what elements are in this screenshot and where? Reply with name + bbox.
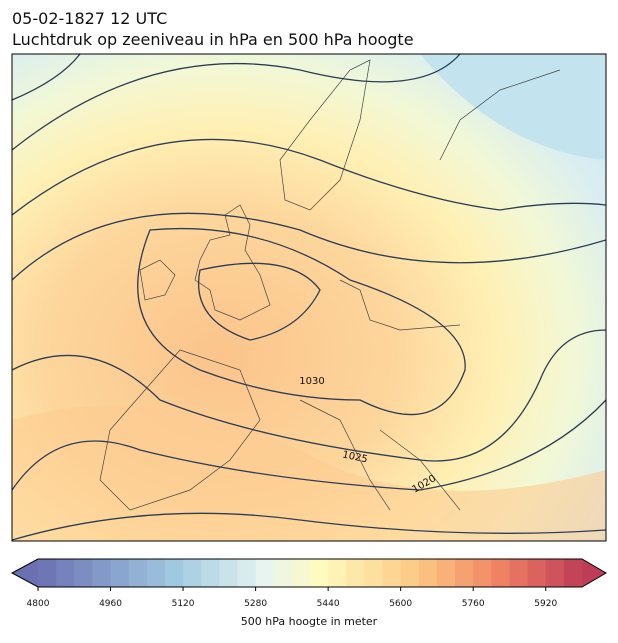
colorbar-band [56, 559, 75, 587]
date: 05-02-1827 12 UTC [12, 9, 167, 28]
colorbar-band [400, 559, 420, 587]
colorbar-band [563, 559, 583, 587]
colorbar-band [92, 559, 112, 587]
colorbar-band [128, 559, 148, 587]
colorbar-band [346, 559, 365, 587]
colorbar-band [146, 559, 166, 587]
colorbar-band [110, 559, 130, 587]
title: Luchtdruk op zeeniveau in hPa en 500 hPa… [12, 30, 414, 49]
colorbar-band [473, 559, 492, 587]
colorbar-tick-label: 5440 [317, 599, 340, 609]
colorbar-tick-label: 5920 [534, 599, 557, 609]
colorbar-extend [12, 559, 38, 587]
colorbar-band [436, 559, 456, 587]
colorbar-band [219, 559, 238, 587]
colorbar-tick-label: 4960 [99, 599, 122, 609]
colorbar-band [527, 559, 547, 587]
colorbar-band [545, 559, 565, 587]
colorbar-band [310, 559, 329, 587]
contour-label: 1030 [299, 376, 324, 387]
colorbar-band [201, 559, 220, 587]
colorbar-band [237, 559, 257, 587]
colorbar-band [491, 559, 510, 587]
colorbar-band [38, 559, 57, 587]
colorbar-label: 500 hPa hoogte in meter [241, 615, 378, 628]
colorbar-band [273, 559, 293, 587]
colorbar-band [291, 559, 311, 587]
colorbar-band [509, 559, 529, 587]
colorbar-tick-label: 5280 [244, 599, 267, 609]
contour-label: 1025 [341, 449, 368, 465]
colorbar-band [382, 559, 402, 587]
colorbar-band [164, 559, 184, 587]
map [12, 54, 606, 541]
colorbar-extend [582, 559, 606, 587]
colorbar-tick-label: 5760 [462, 599, 485, 609]
colorbar-band [328, 559, 347, 587]
colorbar-band [418, 559, 438, 587]
colorbar-tick-label: 5600 [389, 599, 412, 609]
height-band [420, 54, 606, 160]
colorbar-frame [10, 558, 607, 588]
colorbar: 4800 4960 5120 5280 5440 5600 5760 5920 [10, 558, 607, 609]
colorbar-band [364, 559, 384, 587]
colorbar-tick-label: 4800 [27, 599, 50, 609]
colorbar-band [74, 559, 93, 587]
map-frame [11, 53, 607, 542]
colorbar-band [183, 559, 202, 587]
colorbar-band [455, 559, 474, 587]
colorbar-band [255, 559, 275, 587]
colorbar-tick-label: 5120 [172, 599, 195, 609]
